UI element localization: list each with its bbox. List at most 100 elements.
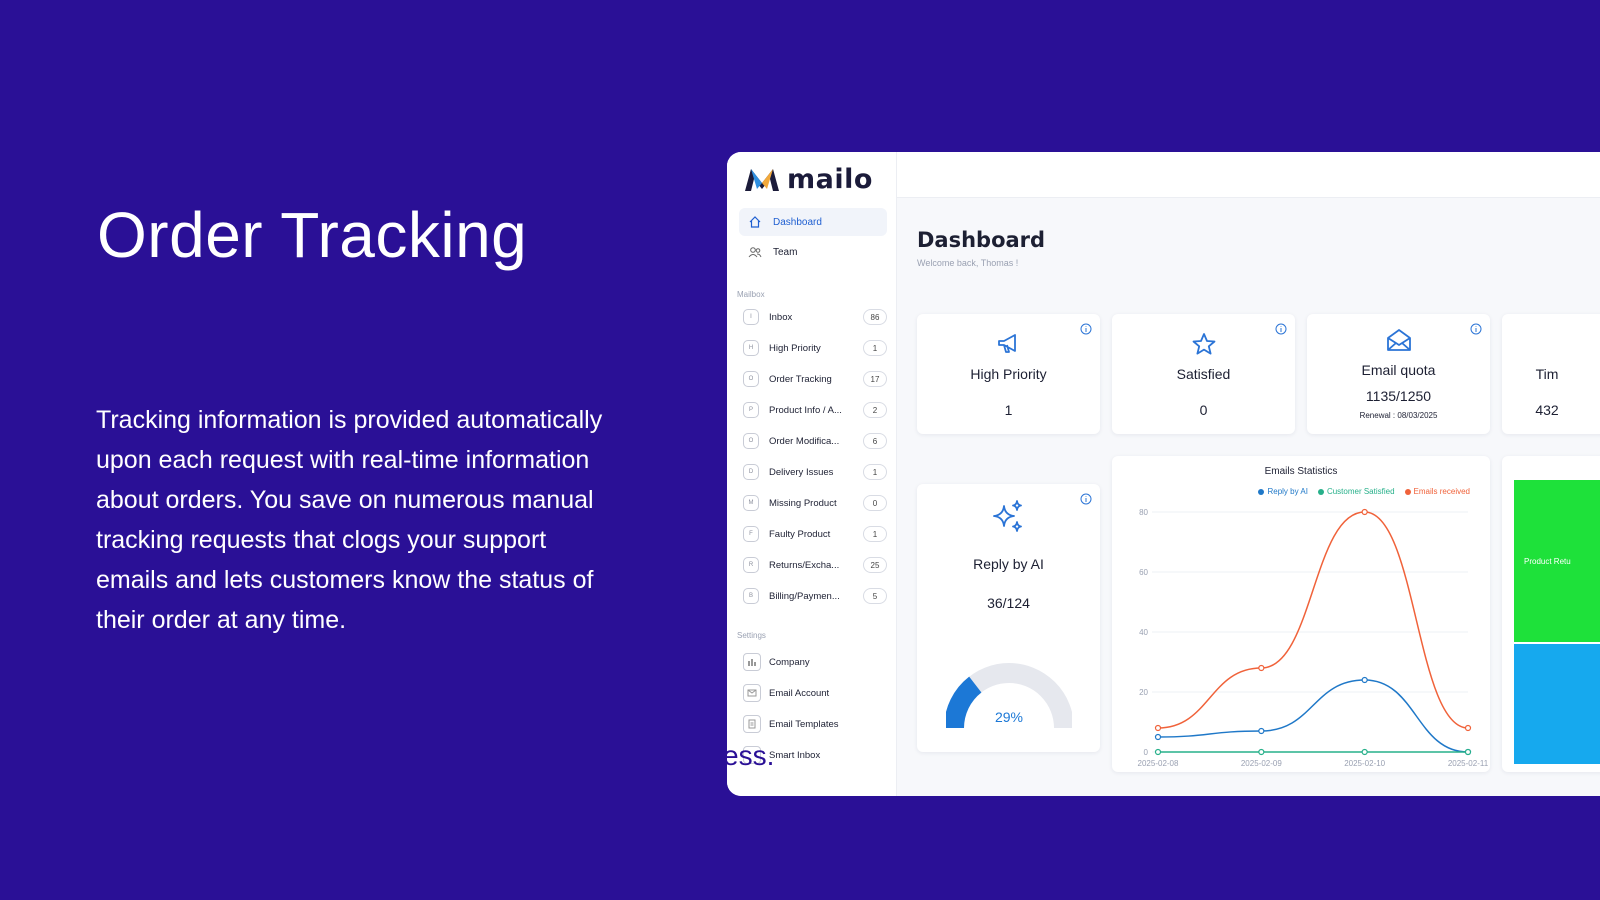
sidebar-item-mailbox[interactable]: H High Priority 1 bbox=[739, 336, 887, 360]
megaphone-icon bbox=[996, 332, 1022, 361]
sidebar-item-label: Delivery Issues bbox=[769, 466, 834, 478]
mailbox-letter-icon: O bbox=[743, 433, 759, 449]
card-value: 0 bbox=[1199, 402, 1208, 418]
mailbox-letter-icon: H bbox=[743, 340, 759, 356]
count-badge: 6 bbox=[863, 433, 887, 449]
count-badge: 2 bbox=[863, 402, 887, 418]
sidebar-item-mailbox[interactable]: O Order Tracking 17 bbox=[739, 367, 887, 391]
legend-label: Customer Satisfied bbox=[1326, 487, 1395, 496]
data-point bbox=[1464, 724, 1472, 732]
x-tick-label: 2025-02-11 bbox=[1448, 759, 1489, 768]
sidebar-item-mailbox[interactable]: P Product Info / A... 2 bbox=[739, 398, 887, 422]
data-point bbox=[1154, 733, 1162, 741]
sidebar-item-label: Team bbox=[773, 246, 798, 258]
info-icon[interactable] bbox=[1080, 492, 1092, 510]
chart-legend: Reply by AI Customer Satisfied Emails re… bbox=[1258, 487, 1470, 496]
card-title: Tim bbox=[1535, 366, 1559, 382]
count-badge: 0 bbox=[863, 495, 887, 511]
logo-text: mailo bbox=[787, 164, 873, 195]
sidebar-item-label: Order Modifica... bbox=[769, 435, 840, 447]
sidebar-item-mailbox[interactable]: I Inbox 86 bbox=[739, 305, 887, 329]
legend-item[interactable]: Reply by AI bbox=[1258, 487, 1308, 496]
legend-label: Reply by AI bbox=[1267, 487, 1308, 496]
team-icon bbox=[747, 244, 763, 260]
treemap-block[interactable] bbox=[1514, 644, 1600, 764]
email-templates-icon bbox=[743, 715, 761, 733]
gauge-fill bbox=[946, 676, 982, 729]
sidebar-item-email-templates[interactable]: Email Templates bbox=[739, 712, 887, 736]
sidebar-item-mailbox[interactable]: M Missing Product 0 bbox=[739, 491, 887, 515]
overlay-text-fragment: ess. bbox=[727, 740, 775, 771]
card-value: 432 bbox=[1535, 402, 1559, 418]
legend-item[interactable]: Customer Satisfied bbox=[1317, 487, 1395, 496]
envelope-open-icon bbox=[1386, 328, 1412, 357]
stat-card-high-priority[interactable]: High Priority 1 bbox=[917, 314, 1100, 434]
sidebar-item-mailbox[interactable]: F Faulty Product 1 bbox=[739, 522, 887, 546]
stat-card-time[interactable]: Tim 432 bbox=[1502, 314, 1600, 434]
sidebar-item-label: Dashboard bbox=[773, 216, 822, 228]
mailbox-letter-icon: B bbox=[743, 588, 759, 604]
line-chart-plot: 0 20 40 60 80 2025-02-08 2025-02-09 2025-02-10 2… bbox=[1138, 508, 1489, 768]
reply-by-ai-card[interactable]: Reply by AI 36/124 29% bbox=[917, 484, 1100, 752]
mailbox-letter-icon: I bbox=[743, 309, 759, 325]
smart-inbox-icon bbox=[743, 746, 761, 764]
emails-statistics-chart: Emails Statistics Reply by AI Customer S… bbox=[1112, 456, 1490, 772]
mailbox-letter-icon: P bbox=[743, 402, 759, 418]
info-icon[interactable] bbox=[1080, 322, 1092, 340]
legend-label: Emails received bbox=[1413, 487, 1470, 496]
info-icon[interactable] bbox=[1470, 322, 1482, 340]
sidebar-item-company[interactable]: Company bbox=[739, 650, 887, 674]
info-icon[interactable] bbox=[1275, 322, 1287, 340]
email-account-icon bbox=[743, 684, 761, 702]
sidebar-item-mailbox[interactable]: D Delivery Issues 1 bbox=[739, 460, 887, 484]
sidebar-item-dashboard[interactable]: Dashboard bbox=[739, 208, 887, 236]
sidebar-item-label: Missing Product bbox=[769, 497, 837, 509]
app-window: mailo Dashboard Team Mailbox I Inbox 86 H Hi… bbox=[727, 152, 1600, 796]
y-tick-label: 40 bbox=[1139, 628, 1148, 637]
mailbox-letter-icon: O bbox=[743, 371, 759, 387]
sidebar-item-team[interactable]: Team bbox=[739, 238, 887, 266]
sidebar-item-mailbox[interactable]: R Returns/Excha... 25 bbox=[739, 553, 887, 577]
page-title: Dashboard bbox=[917, 228, 1046, 252]
sparkles-icon bbox=[990, 498, 1028, 541]
count-badge: 5 bbox=[863, 588, 887, 604]
star-icon bbox=[1191, 332, 1217, 361]
count-badge: 1 bbox=[863, 464, 887, 480]
x-tick-label: 2025-02-09 bbox=[1241, 759, 1282, 768]
legend-item[interactable]: Emails received bbox=[1404, 487, 1470, 496]
x-tick-label: 2025-02-08 bbox=[1138, 759, 1179, 768]
mailbox-section-label: Mailbox bbox=[737, 290, 765, 299]
count-badge: 86 bbox=[863, 309, 887, 325]
sidebar-item-label: High Priority bbox=[769, 342, 821, 354]
card-title: Satisfied bbox=[1176, 366, 1231, 382]
company-icon bbox=[743, 653, 761, 671]
data-point bbox=[1361, 676, 1368, 684]
mailbox-letter-icon: F bbox=[743, 526, 759, 542]
sidebar-item-label: Order Tracking bbox=[769, 373, 832, 385]
mailo-logo-icon bbox=[745, 168, 779, 191]
top-bar bbox=[897, 152, 1600, 198]
sidebar-item-label: Billing/Paymen... bbox=[769, 590, 840, 602]
sidebar-item-label: Email Account bbox=[769, 687, 830, 699]
treemap-card: Product Retu bbox=[1502, 456, 1600, 772]
page-subtitle: Welcome back, Thomas ! bbox=[917, 258, 1019, 268]
settings-section-label: Settings bbox=[737, 631, 766, 640]
sidebar-item-smart-inbox[interactable]: Smart Inbox bbox=[739, 743, 887, 767]
data-point bbox=[1258, 748, 1265, 756]
stat-card-email-quota[interactable]: Email quota 1135/1250 Renewal : 08/03/20… bbox=[1307, 314, 1490, 434]
sidebar-item-mailbox[interactable]: O Order Modifica... 6 bbox=[739, 429, 887, 453]
count-badge: 25 bbox=[863, 557, 887, 573]
treemap-block-product-returns[interactable]: Product Retu bbox=[1514, 480, 1600, 642]
card-value: 1135/1250 bbox=[1365, 388, 1432, 404]
treemap-label: Product Retu bbox=[1524, 556, 1571, 566]
sidebar-item-mailbox[interactable]: B Billing/Paymen... 5 bbox=[739, 584, 887, 608]
data-point bbox=[1154, 724, 1162, 732]
stat-card-satisfied[interactable]: Satisfied 0 bbox=[1112, 314, 1295, 434]
sidebar-item-email-account[interactable]: Email Account bbox=[739, 681, 887, 705]
home-icon bbox=[747, 214, 763, 230]
y-tick-label: 60 bbox=[1139, 568, 1148, 577]
logo[interactable]: mailo bbox=[743, 164, 873, 195]
hero-title: Order Tracking bbox=[97, 199, 528, 271]
sidebar-item-label: Faulty Product bbox=[769, 528, 831, 540]
sidebar-item-label: Smart Inbox bbox=[769, 749, 821, 761]
